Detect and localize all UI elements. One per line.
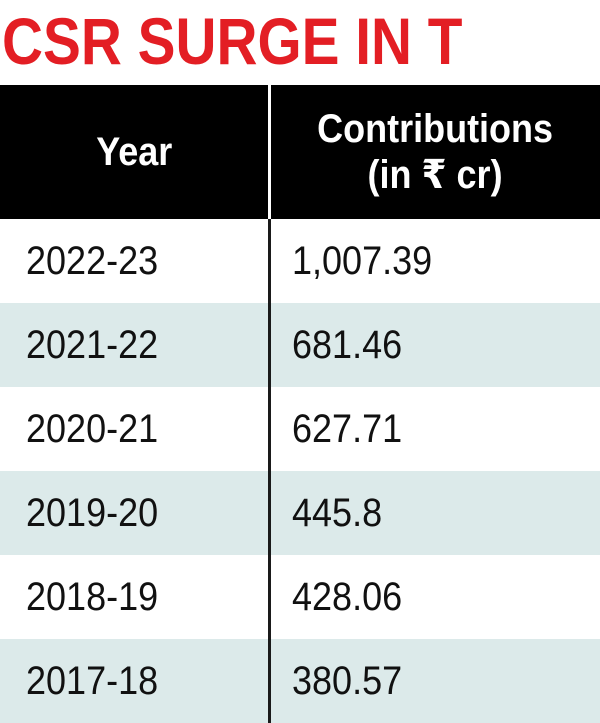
header-year: Year — [0, 85, 268, 219]
value-text: 627.71 — [292, 406, 403, 451]
header-contributions-unit: (in ₹ cr) — [367, 153, 503, 197]
table-body: 2022-23 1,007.39 2021-22 681.46 2020-21 … — [0, 219, 600, 723]
title-band: CSR SURGE IN T — [0, 0, 600, 85]
year-cell: 2022-23 — [26, 219, 266, 303]
contributions-table: Year Contributions (in ₹ cr) 2022-23 1,0… — [0, 85, 600, 723]
year-cell: 2019-20 — [26, 471, 266, 555]
year-text: 2019-20 — [26, 490, 159, 535]
value-text: 1,007.39 — [292, 238, 433, 283]
value-cell: 380.57 — [292, 639, 592, 723]
header-year-label: Year — [95, 130, 173, 174]
value-text: 428.06 — [292, 574, 403, 619]
value-text: 445.8 — [292, 490, 383, 535]
table-row: 2019-20 445.8 — [0, 471, 600, 555]
year-text: 2018-19 — [26, 574, 159, 619]
year-text: 2017-18 — [26, 658, 159, 703]
year-cell: 2017-18 — [26, 639, 266, 723]
table-row: 2017-18 380.57 — [0, 639, 600, 723]
year-cell: 2021-22 — [26, 303, 266, 387]
chart-title: CSR SURGE IN T — [2, 4, 463, 78]
value-text: 380.57 — [292, 658, 403, 703]
header-contributions-label: Contributions — [317, 107, 553, 151]
table-row: 2021-22 681.46 — [0, 303, 600, 387]
table-row: 2018-19 428.06 — [0, 555, 600, 639]
value-cell: 681.46 — [292, 303, 592, 387]
value-cell: 1,007.39 — [292, 219, 592, 303]
table-row: 2020-21 627.71 — [0, 387, 600, 471]
year-cell: 2018-19 — [26, 555, 266, 639]
value-cell: 445.8 — [292, 471, 592, 555]
header-contributions: Contributions (in ₹ cr) — [270, 85, 600, 219]
value-cell: 428.06 — [292, 555, 592, 639]
value-cell: 627.71 — [292, 387, 592, 471]
header-divider — [268, 85, 271, 219]
year-text: 2020-21 — [26, 406, 159, 451]
year-text: 2022-23 — [26, 238, 159, 283]
table-header-row: Year Contributions (in ₹ cr) — [0, 85, 600, 219]
column-divider — [268, 219, 271, 723]
year-text: 2021-22 — [26, 322, 159, 367]
value-text: 681.46 — [292, 322, 403, 367]
year-cell: 2020-21 — [26, 387, 266, 471]
table-row: 2022-23 1,007.39 — [0, 219, 600, 303]
